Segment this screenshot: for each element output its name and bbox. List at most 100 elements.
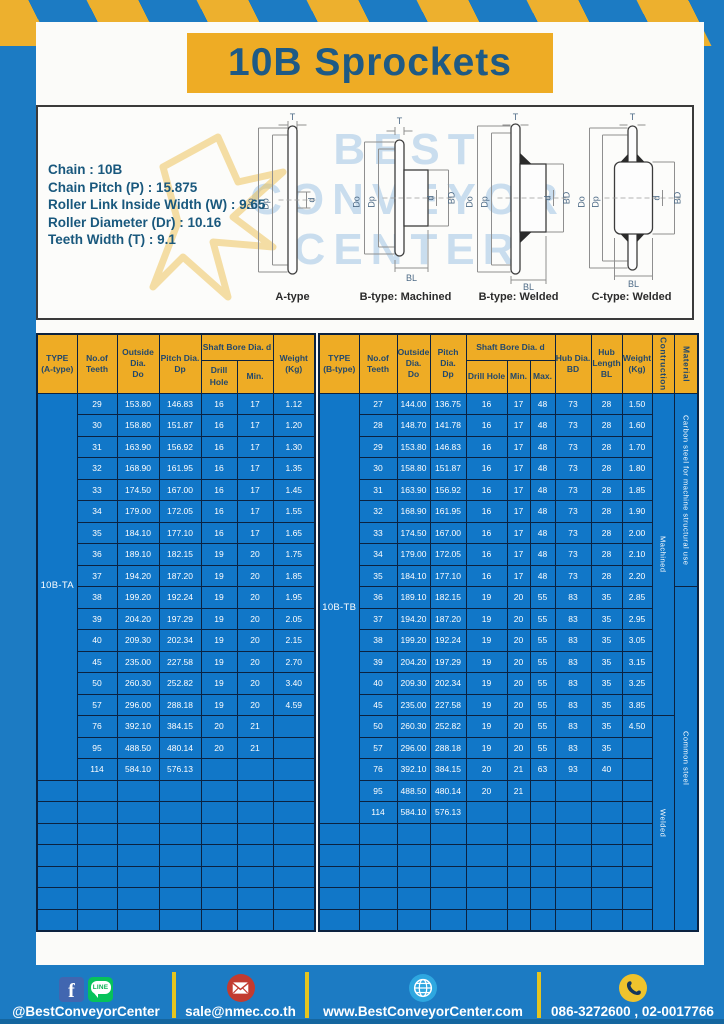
dim-label: T [397,116,403,126]
table-cell: 34 [358,543,398,566]
dim-label: BD [447,191,457,204]
table-cell: 19 [465,693,508,716]
table-cell: 235.00 [116,650,160,673]
table-row: 37 194.20 187.20 19 20 1.85 [37,564,316,587]
email-icon[interactable] [226,974,255,1002]
table-cell: 31 [358,478,398,501]
table-cell: 576.13 [158,758,202,781]
phone-text[interactable]: 086-3272600 , 02-0017766 [551,1004,714,1019]
diagram-caption: A-type [275,291,310,303]
table-cell: 1.70 [621,435,653,458]
table-cell: 16 [465,564,508,587]
table-cell [116,844,160,867]
table-cell: 153.80 [396,435,431,458]
table-row: 50 260.30 252.82 19 20 55 83 35 4.50 Welded [319,715,698,932]
website-text[interactable]: www.BestConveyorCenter.com [323,1004,523,1019]
table-cell: 19 [465,672,508,695]
line-bubble: LINE [90,981,111,994]
table-cell: 19 [200,629,238,652]
table-cell [465,887,508,910]
table-cell: 2.95 [621,607,653,630]
table-cell [554,908,592,932]
table-cell: 38 [358,629,398,652]
table-row: 39 204.20 197.29 19 20 55 83 35 3.15 [319,650,698,673]
table-cell: 35 [590,629,623,652]
table-cell: 202.34 [429,672,467,695]
table-row: 114 584.10 576.13 [319,801,698,824]
table-row: 31 163.90 156.92 16 17 1.30 [37,435,316,458]
table-cell: 1.85 [272,564,316,587]
table-cell: 76 [358,758,398,781]
table-empty-row [318,844,698,867]
table-cell [200,758,238,781]
sprocket-cross-section-b-welded: T Do Dp d BD [465,112,572,290]
a-type-table: TYPE (A-type) No.of Teeth Outside Dia. D… [36,333,317,932]
table-cell: 73 [554,392,592,415]
table-cell: 17 [506,500,531,523]
table-cell: 40 [590,758,623,781]
table-empty-row [318,865,698,888]
table-cell: 29 [76,392,118,415]
col-header-teeth: No.of Teeth [76,333,118,394]
table-cell: 202.34 [158,629,202,652]
table-cell: 172.05 [429,543,467,566]
table-cell: 19 [465,715,508,738]
col-header-shaft-bore: Shaft Bore Dia. d [465,333,556,361]
table-cell: 16 [465,414,508,437]
table-cell [76,887,118,910]
table-cell [429,865,467,888]
table-row: 35 184.10 177.10 16 17 1.65 [37,521,316,544]
table-cell [200,865,238,888]
table-cell: 174.50 [396,521,431,544]
table-cell: 16 [200,435,238,458]
spec-line: Roller Link Inside Width (W) : 9.65 [48,197,266,212]
col-header-type: TYPE (B-type) [318,333,360,394]
table-cell: 146.83 [158,392,202,415]
table-cell: 55 [529,586,556,609]
table-cell: 17 [236,392,274,415]
table-cell: 158.80 [116,414,160,437]
phone-icon[interactable] [618,974,647,1002]
table-cell: 83 [554,672,592,695]
table-cell: 163.90 [116,435,160,458]
facebook-letter: f [68,980,75,1002]
table-cell [529,887,556,910]
table-cell [429,908,467,932]
line-icon[interactable]: LINE [88,977,113,1002]
table-cell: 83 [554,650,592,673]
table-cell [76,779,118,802]
table-cell: 20 [236,543,274,566]
social-handle-text[interactable]: @BestConveyorCenter [12,1004,160,1019]
globe-icon[interactable] [409,974,437,1002]
table-cell: 20 [506,629,531,652]
table-cell: 73 [554,414,592,437]
email-text[interactable]: sale@nmec.co.th [185,1004,296,1019]
col-header-teeth: No.of Teeth [358,333,398,394]
table-row: 32 168.90 161.95 16 17 48 73 28 1.90 [319,500,698,523]
facebook-icon[interactable]: f [59,977,84,1002]
table-cell: 148.70 [396,414,431,437]
table-cell [506,887,531,910]
construction-span-cell: Machined [651,392,675,716]
table-cell: 141.78 [429,414,467,437]
diagram-a-type: T Do Dp d A-type [236,112,349,312]
table-cell [76,865,118,888]
table-cell: 55 [529,607,556,630]
table-cell [272,887,316,910]
table-row: 28 148.70 141.78 16 17 48 73 28 1.60 [319,414,698,437]
table-row: 30 158.80 151.87 16 17 48 73 28 1.80 [319,457,698,480]
table-cell [158,865,202,888]
table-empty-row [36,801,316,824]
table-cell: 2.15 [272,629,316,652]
table-cell: 167.00 [158,478,202,501]
table-row: 35 184.10 177.10 16 17 48 73 28 2.20 [319,564,698,587]
table-cell: 20 [236,607,274,630]
table-cell: 83 [554,736,592,759]
table-cell [529,844,556,867]
table-cell: 27 [358,392,398,415]
table-cell: 252.82 [158,672,202,695]
table-cell [272,801,316,824]
table-cell: 172.05 [158,500,202,523]
table-cell: 179.00 [116,500,160,523]
